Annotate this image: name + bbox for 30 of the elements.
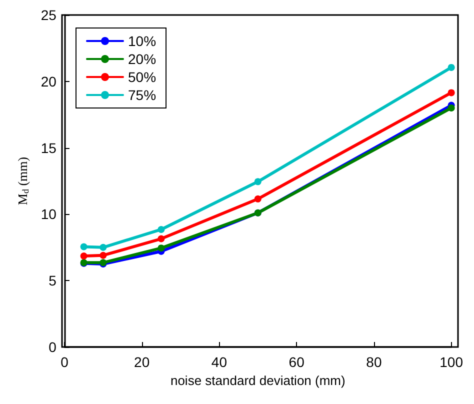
point [158,235,165,242]
point [448,89,455,96]
legend-label: 50% [128,69,156,85]
y-tick-label: 15 [40,140,57,156]
y-tick-label: 0 [48,339,57,355]
y-tick-label: 20 [40,73,57,90]
point [158,244,165,252]
point [80,243,88,250]
x-tick-label: 80 [366,354,382,370]
x-tick-label: 100 [440,354,464,370]
y-tick-label: 25 [40,7,57,23]
y-axis-title: Md (mm) [15,156,30,206]
point [448,64,455,71]
point [448,104,455,112]
legend-label: 75% [128,87,156,103]
y-tick-label: 5 [48,272,57,289]
x-tick-label: 40 [211,354,228,370]
point [100,252,107,259]
point [254,195,262,202]
point [158,226,165,233]
point [100,244,107,251]
point [80,252,88,260]
point [254,178,262,186]
legend-label: 20% [128,51,156,67]
x-tick-label: 60 [288,354,305,370]
x-axis-title: noise standard deviation (mm) [170,372,346,388]
legend-label: 10% [128,33,156,49]
x-tick-label: 0 [60,354,69,370]
y-tick-label: 10 [40,206,57,222]
x-tick-label: 20 [134,354,150,370]
